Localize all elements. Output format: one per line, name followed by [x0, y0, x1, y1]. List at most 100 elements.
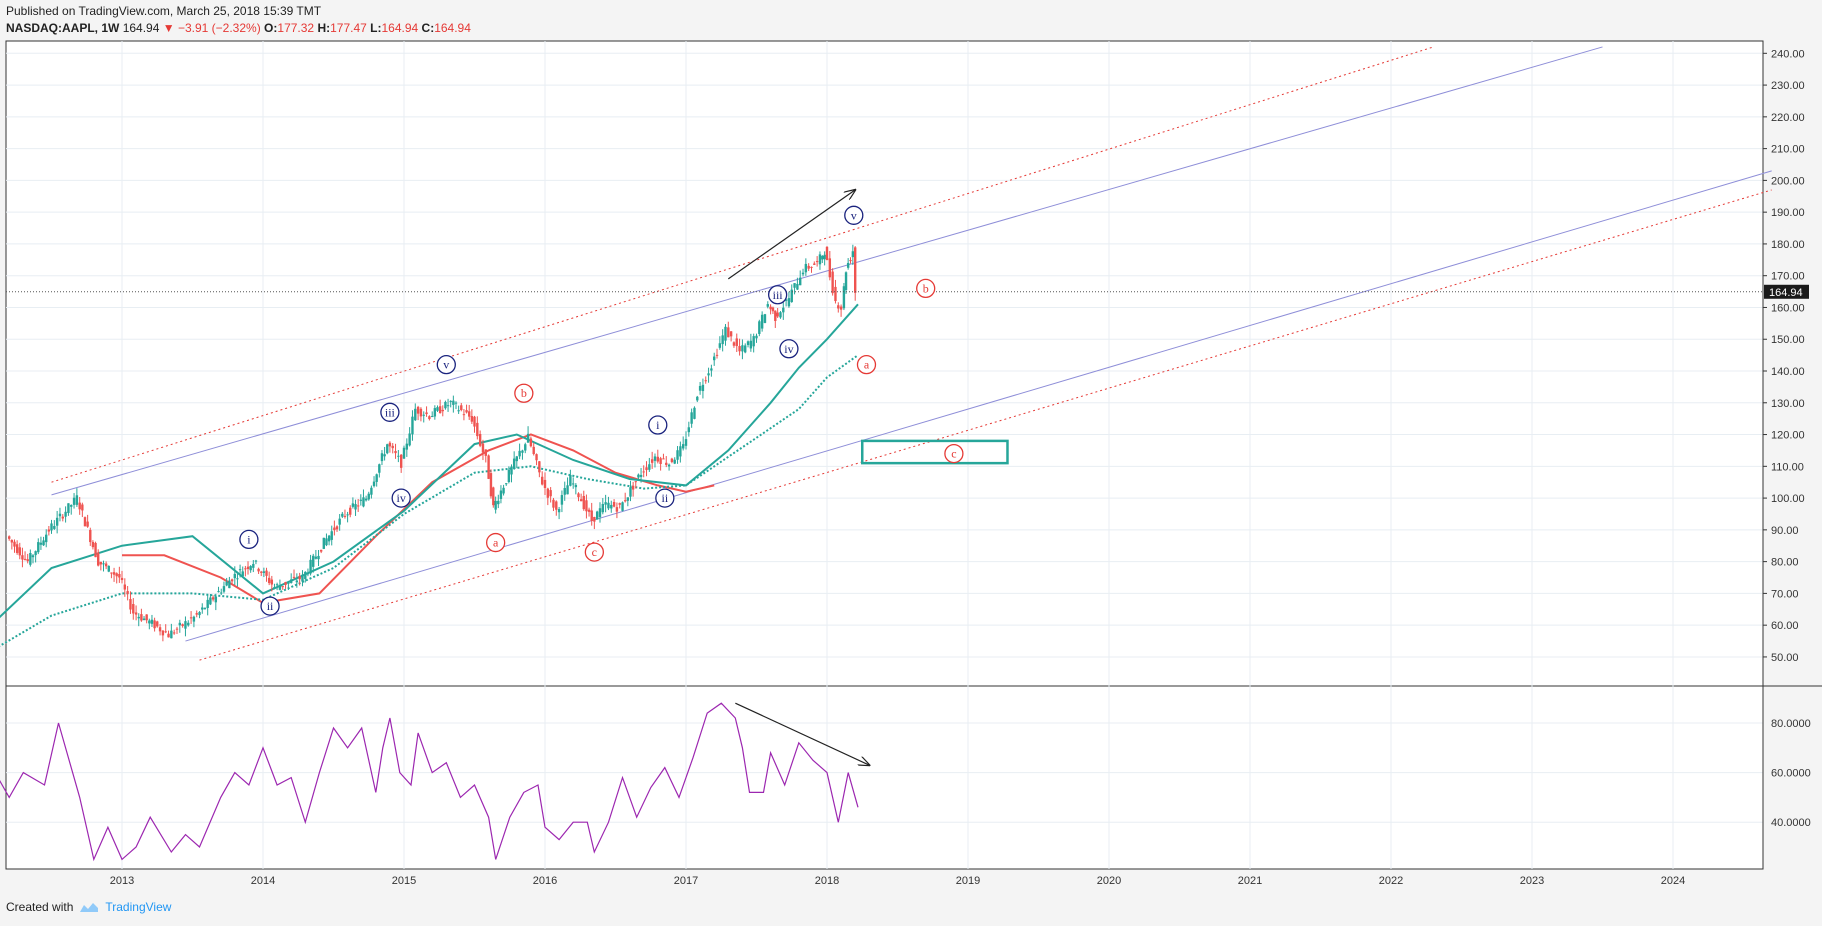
candle-body: [312, 555, 315, 567]
candle-body: [569, 474, 572, 486]
candle-body: [579, 499, 583, 502]
candle-body: [252, 563, 255, 568]
candle-body: [755, 335, 758, 339]
wave-label-circle: [768, 285, 788, 305]
price-tick-label: 180.00: [1771, 239, 1805, 251]
candle-body: [468, 411, 471, 417]
price-tick-label: 210.00: [1771, 144, 1805, 156]
x-tick-label: 2013: [110, 875, 134, 887]
candle-body: [746, 341, 750, 345]
candle-body: [70, 505, 73, 507]
rsi-tick-label: 80.0000: [1771, 718, 1811, 730]
low-value: 164.94: [381, 21, 419, 35]
candle-body: [287, 581, 290, 584]
candle-body: [538, 461, 541, 473]
wave-label: i: [656, 418, 660, 432]
candle-body: [502, 487, 505, 494]
candle-body: [178, 622, 182, 626]
candle-body: [94, 542, 97, 558]
candle-body: [710, 368, 713, 371]
candle-body: [362, 497, 365, 507]
candle-body: [659, 458, 662, 465]
rsi-line: [0, 702, 859, 862]
candle-body: [383, 454, 386, 457]
channel-line-lower_red_dotted: [199, 189, 1772, 661]
candle-body: [21, 555, 24, 560]
candle-body: [484, 449, 487, 456]
wave-label: a: [493, 536, 499, 550]
candle-body: [97, 552, 100, 566]
candle-body: [804, 263, 808, 273]
wave-label: v: [443, 358, 449, 372]
candle-body: [262, 571, 266, 573]
candle-body: [849, 260, 852, 262]
candle-body: [727, 327, 730, 338]
candle-body: [214, 596, 218, 603]
candle-body: [776, 312, 779, 317]
candle-body: [449, 400, 452, 402]
candle-body: [454, 402, 458, 404]
candle-body: [301, 574, 304, 582]
price-tick-label: 220.00: [1771, 112, 1805, 124]
candle-body: [732, 342, 736, 346]
wave-label: v: [851, 208, 857, 222]
candle-body: [582, 495, 585, 510]
candle-body: [37, 542, 40, 553]
ma-green-dotted-line: [0, 354, 859, 647]
candle-body: [112, 572, 116, 575]
x-tick-label: 2023: [1520, 875, 1544, 887]
channel-line-lower_blue: [185, 170, 1772, 642]
candle-body: [187, 622, 190, 626]
published-line: Published on TradingView.com, March 25, …: [6, 4, 322, 18]
candle-body: [823, 254, 826, 260]
candle-body: [115, 573, 118, 577]
candle-body: [807, 265, 810, 269]
candle-body: [386, 444, 389, 454]
candle-body: [45, 534, 48, 543]
candle-body: [566, 485, 569, 495]
candle-body: [693, 407, 696, 419]
symbol-label[interactable]: NASDAQ:AAPL, 1W: [6, 21, 120, 35]
candle-body: [267, 577, 271, 584]
candle-body: [610, 504, 613, 509]
last-price-tag-label: 164.94: [1769, 287, 1803, 299]
candle-body: [790, 289, 793, 302]
candle-body: [735, 338, 738, 347]
candle-body: [338, 518, 341, 525]
candle-body: [217, 591, 220, 593]
wave-label-circle: [239, 529, 259, 550]
candle-body: [774, 310, 777, 321]
price-tick-label: 50.00: [1771, 652, 1799, 664]
candle-body: [148, 620, 151, 624]
candle-body: [637, 474, 640, 478]
close-value: 164.94: [434, 21, 471, 35]
wave-label-circle: [779, 339, 799, 359]
candle-body: [201, 607, 204, 610]
candle-body: [676, 450, 679, 460]
tradingview-link[interactable]: TradingView: [105, 900, 172, 914]
candle-body: [335, 526, 339, 530]
candle-body: [13, 541, 16, 547]
wave-label-circle: [648, 415, 668, 435]
wave-label-circle: [514, 383, 534, 403]
channel-line-upper_red_dotted: [51, 46, 1434, 483]
candle-body: [402, 447, 406, 459]
candle-body: [416, 406, 420, 414]
candle-body: [681, 444, 685, 449]
candle-body: [275, 584, 279, 586]
candle-body: [634, 481, 637, 483]
x-tick-label: 2018: [815, 875, 839, 887]
candle-body: [844, 272, 848, 291]
close-label: C:: [421, 21, 435, 35]
candle-body: [170, 630, 173, 639]
candle-body: [631, 485, 635, 490]
candle-body: [793, 283, 796, 288]
wave-label-circle: [391, 488, 411, 508]
candle-body: [298, 575, 301, 580]
candle-body: [752, 336, 755, 347]
candle-body: [623, 500, 627, 502]
candle-body: [238, 569, 242, 571]
candle-body: [828, 258, 832, 278]
candle-body: [701, 384, 705, 392]
